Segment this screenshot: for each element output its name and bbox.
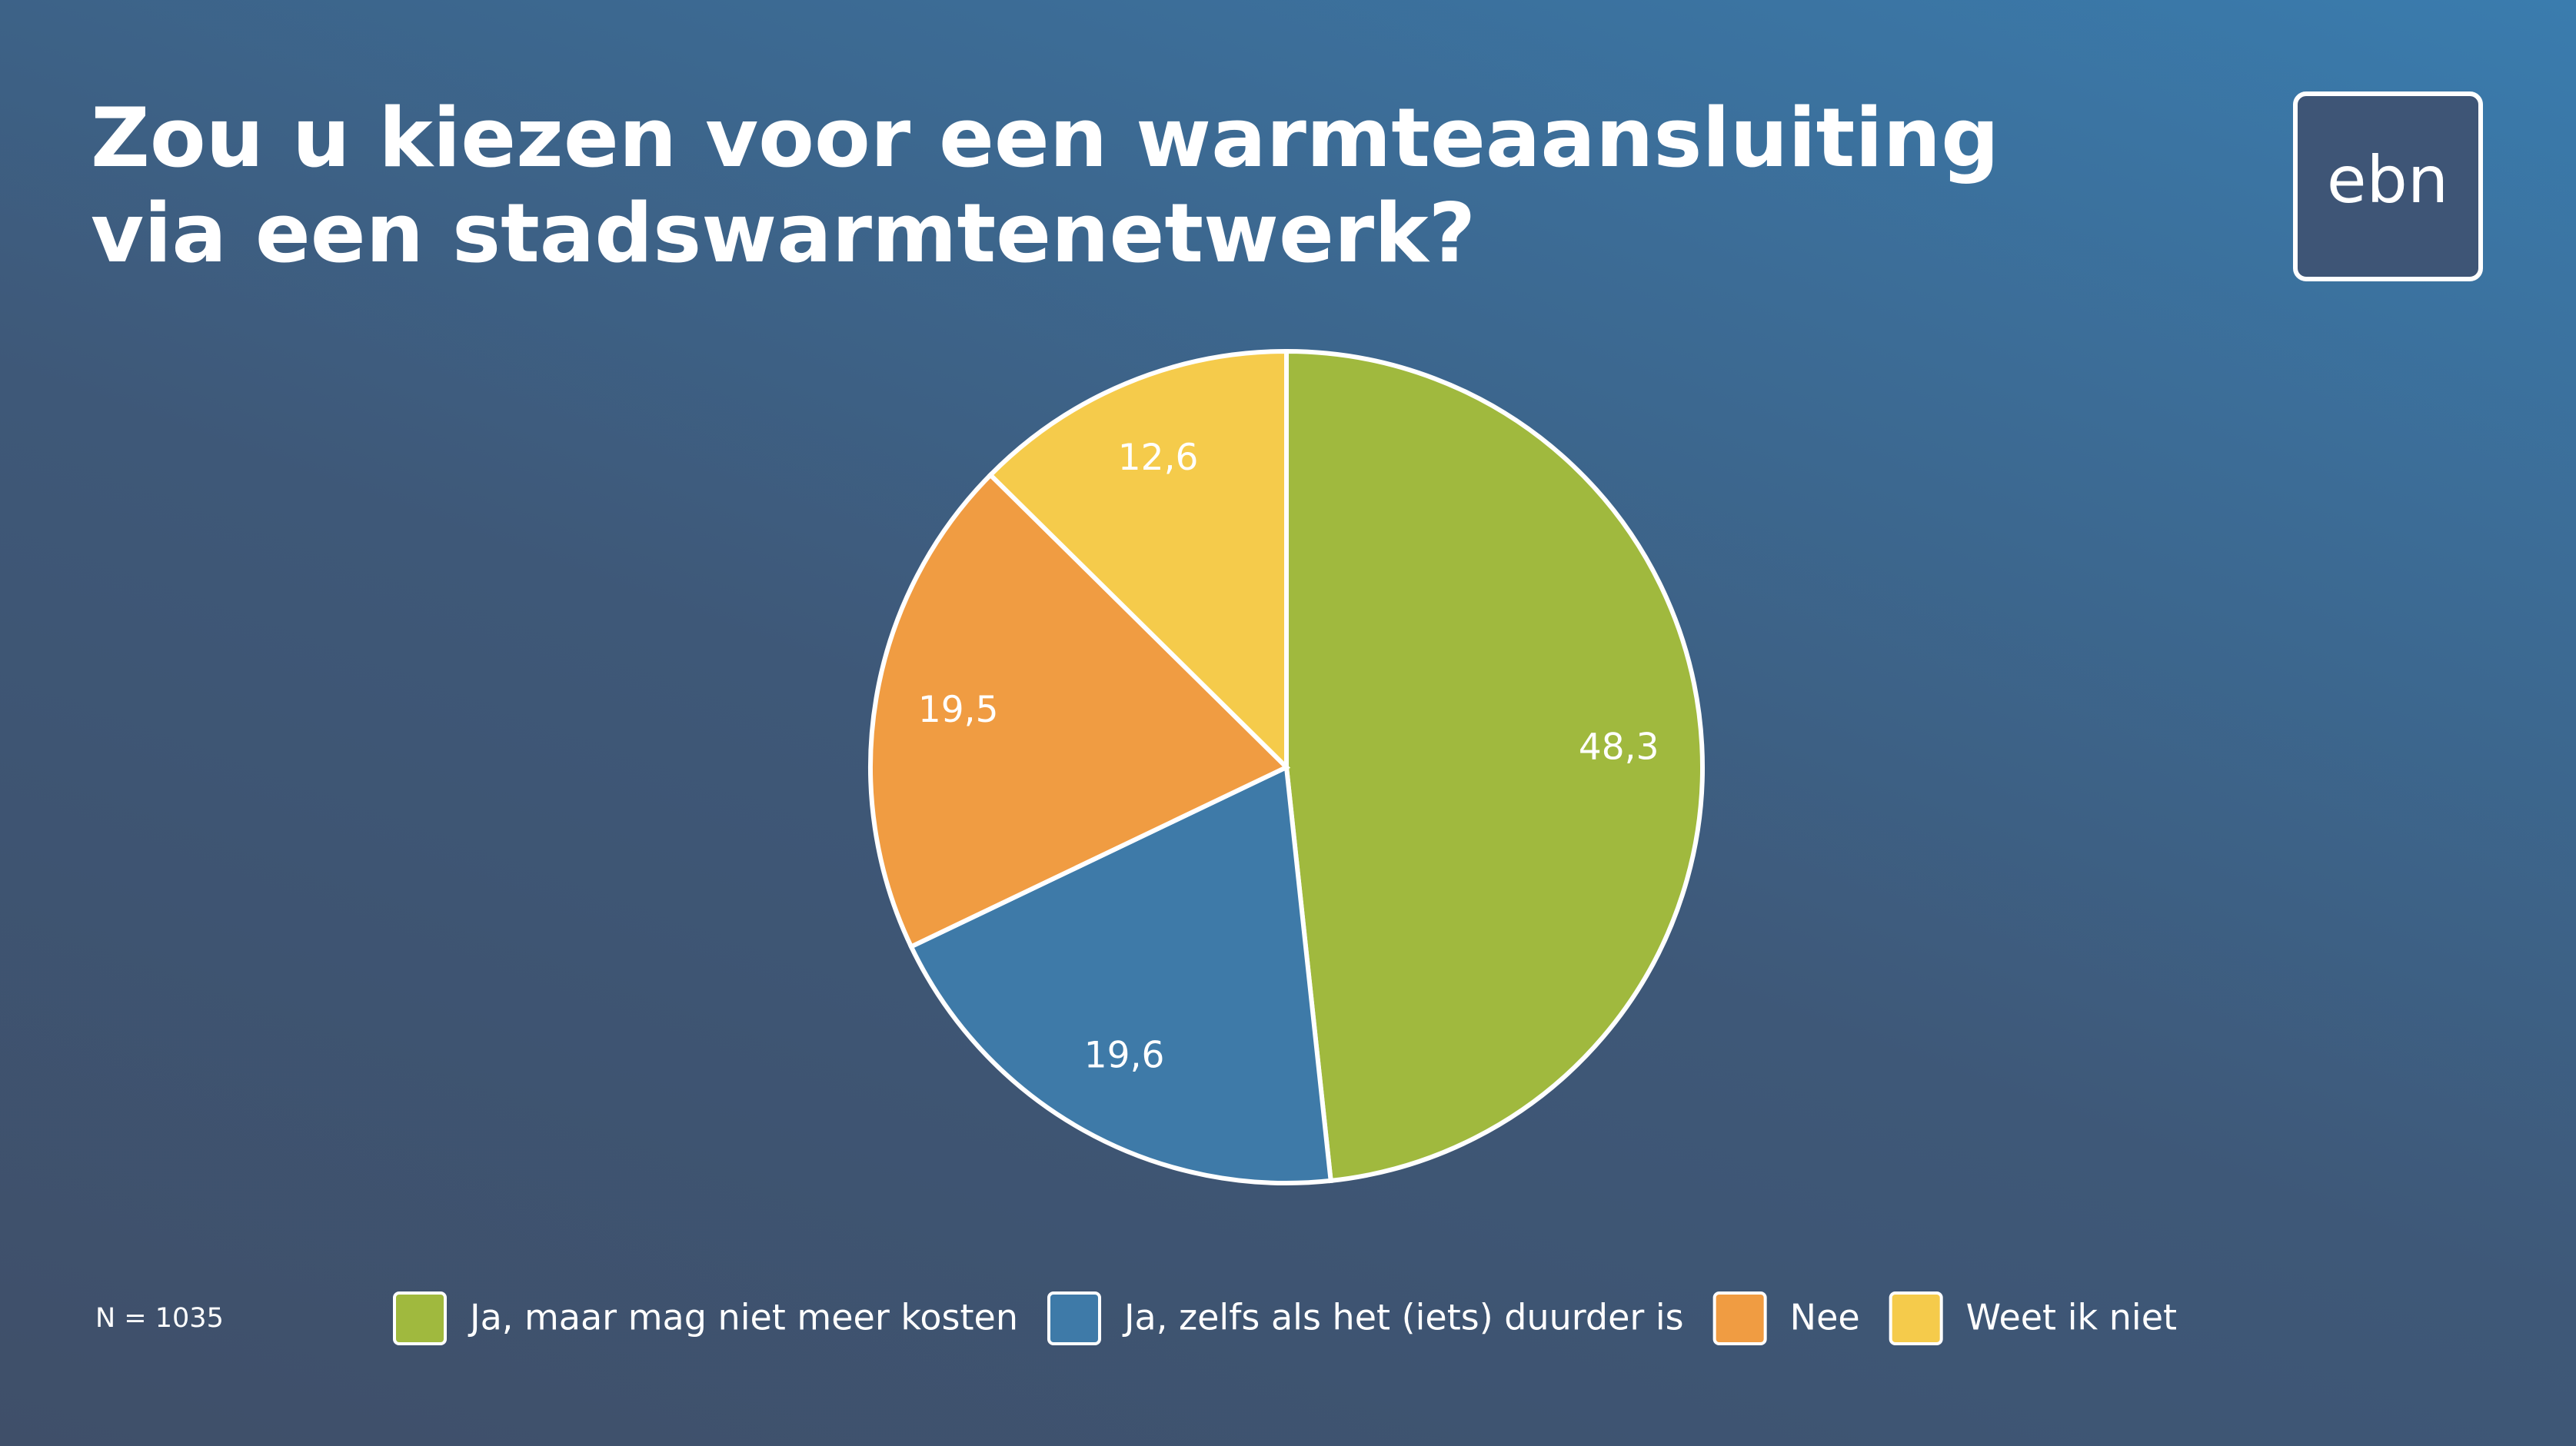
logo-box bbox=[2293, 91, 2483, 281]
data-label: 19,6 bbox=[1084, 1034, 1165, 1076]
pie-slice bbox=[987, 348, 1289, 773]
legend-label: Ja, zelfs als het (iets) duurder is bbox=[1122, 1297, 1684, 1338]
pie-slice bbox=[1284, 348, 1706, 1184]
legend-swatch bbox=[1047, 1291, 1101, 1345]
legend-label: Nee bbox=[1790, 1297, 1860, 1338]
data-label: 12,6 bbox=[1118, 437, 1199, 479]
legend-label: Weet ik niet bbox=[1966, 1297, 2177, 1338]
data-label: 48,3 bbox=[1579, 726, 1659, 768]
legend-label: Ja, maar mag niet meer kosten bbox=[468, 1297, 1018, 1338]
logo: ebn bbox=[2327, 142, 2448, 218]
pie-slice bbox=[907, 763, 1333, 1186]
legend-swatch bbox=[393, 1291, 447, 1345]
legend-swatch bbox=[1889, 1291, 1943, 1345]
chart-title: Zou u kiezen voor een warmteaansluiting … bbox=[91, 91, 1999, 281]
data-label: 19,5 bbox=[918, 689, 999, 731]
legend-swatch bbox=[1712, 1291, 1767, 1345]
pie-slice bbox=[868, 471, 1291, 950]
note: N = 1035 bbox=[95, 1303, 224, 1334]
